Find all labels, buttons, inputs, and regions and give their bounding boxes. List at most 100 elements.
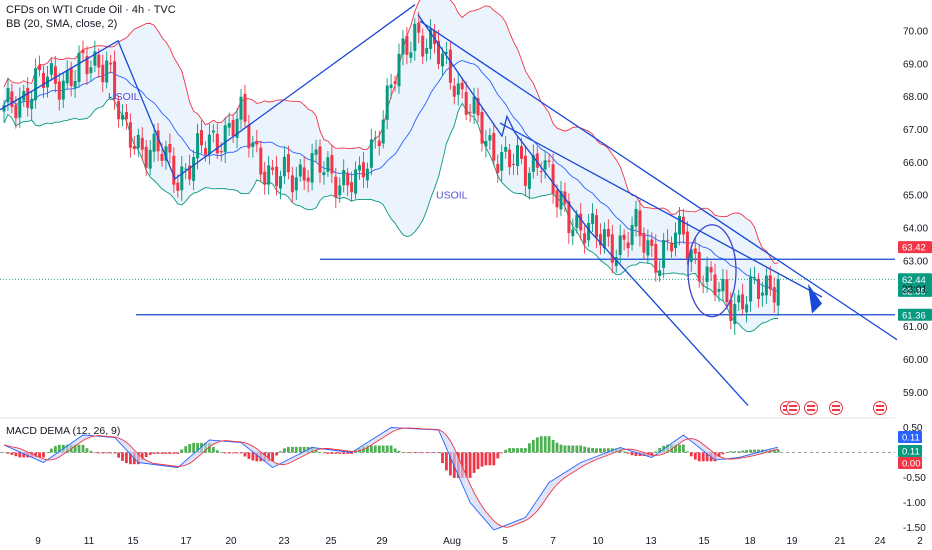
candle-body[interactable] [65,70,69,84]
wedge-line[interactable] [499,122,823,298]
candle-body[interactable] [184,168,188,170]
candle-body[interactable] [227,123,231,128]
candle-body[interactable] [152,133,156,152]
candle-body[interactable] [437,40,440,64]
candle-body[interactable] [606,229,610,237]
candle-body[interactable] [658,270,662,276]
candle-body[interactable] [429,29,433,49]
zigzag-wave-line[interactable] [0,4,416,180]
candle-body[interactable] [200,130,203,146]
candle-body[interactable] [650,239,654,246]
candle-body[interactable] [109,62,113,65]
candle-body[interactable] [30,98,34,110]
candle-body[interactable] [670,242,674,252]
candle-body[interactable] [97,54,101,68]
candle-body[interactable] [105,60,109,83]
candle-body[interactable] [622,234,626,240]
candle-body[interactable] [310,153,314,183]
candle-body[interactable] [539,171,543,173]
candle-body[interactable] [338,185,342,196]
candle-body[interactable] [654,244,658,273]
candle-body[interactable] [10,91,14,107]
candle-body[interactable] [255,140,259,145]
candle-body[interactable] [223,125,227,153]
candle-body[interactable] [196,133,200,159]
candle-body[interactable] [492,133,496,161]
candle-body[interactable] [125,112,128,120]
candle-body[interactable] [247,124,251,149]
candle-body[interactable] [685,231,689,259]
candle-body[interactable] [725,279,729,303]
candle-body[interactable] [207,134,211,154]
event-flag-icon[interactable] [873,401,887,415]
candle-body[interactable] [176,182,180,191]
candle-body[interactable] [6,88,10,103]
candle-body[interactable] [334,176,338,198]
candle-body[interactable] [239,96,243,120]
candle-body[interactable] [693,248,697,254]
candle-body[interactable] [259,147,263,175]
candle-body[interactable] [508,149,512,168]
candle-body[interactable] [172,155,176,185]
candle-body[interactable] [42,72,45,88]
candle-body[interactable] [381,119,385,144]
candle-body[interactable] [393,81,397,85]
candle-body[interactable] [543,160,547,170]
candle-body[interactable] [504,147,508,152]
candle-body[interactable] [144,146,148,168]
candle-body[interactable] [614,257,618,266]
candle-body[interactable] [405,35,409,55]
candle-body[interactable] [531,155,535,172]
candle-body[interactable] [575,214,579,228]
candle-body[interactable] [421,35,425,57]
candle-body[interactable] [757,278,760,299]
candle-body[interactable] [567,201,571,233]
candle-body[interactable] [85,56,89,75]
candle-body[interactable] [646,240,650,256]
candle-body[interactable] [211,130,215,133]
candle-body[interactable] [275,166,279,187]
candle-body[interactable] [448,49,452,83]
candle-body[interactable] [674,232,677,249]
candle-body[interactable] [642,233,646,253]
candle-body[interactable] [662,240,666,268]
candle-body[interactable] [516,145,519,166]
candle-body[interactable] [749,276,753,302]
candle-body[interactable] [302,167,306,181]
candle-body[interactable] [101,64,105,83]
candle-body[interactable] [14,105,18,119]
candle-body[interactable] [61,80,65,100]
candle-body[interactable] [243,93,247,122]
candle-body[interactable] [306,177,310,182]
candle-body[interactable] [441,53,444,67]
candle-body[interactable] [721,278,725,292]
candle-body[interactable] [523,155,527,186]
candle-body[interactable] [204,148,207,155]
candle-body[interactable] [397,53,401,87]
candle-body[interactable] [271,167,275,170]
macd-pane[interactable] [0,427,895,531]
candle-body[interactable] [753,277,756,279]
candle-body[interactable] [709,267,713,273]
candle-body[interactable] [282,156,286,177]
candle-body[interactable] [188,165,192,180]
candle-body[interactable] [717,289,721,292]
candle-body[interactable] [733,304,737,325]
candle-body[interactable] [18,97,22,118]
candle-body[interactable] [496,163,500,173]
candle-body[interactable] [314,149,318,155]
candle-body[interactable] [192,157,196,181]
candle-body[interactable] [480,112,484,144]
candle-body[interactable] [26,87,30,108]
candle-body[interactable] [326,157,330,172]
downtrend-wave-line[interactable] [417,14,749,406]
candle-body[interactable] [689,249,693,262]
candle-body[interactable] [413,23,417,51]
candle-body[interactable] [164,146,168,161]
candle-body[interactable] [342,170,346,186]
candle-body[interactable] [444,52,448,54]
candle-body[interactable] [512,163,515,165]
candle-body[interactable] [741,294,745,310]
candle-body[interactable] [579,213,583,231]
candle-body[interactable] [132,146,136,150]
